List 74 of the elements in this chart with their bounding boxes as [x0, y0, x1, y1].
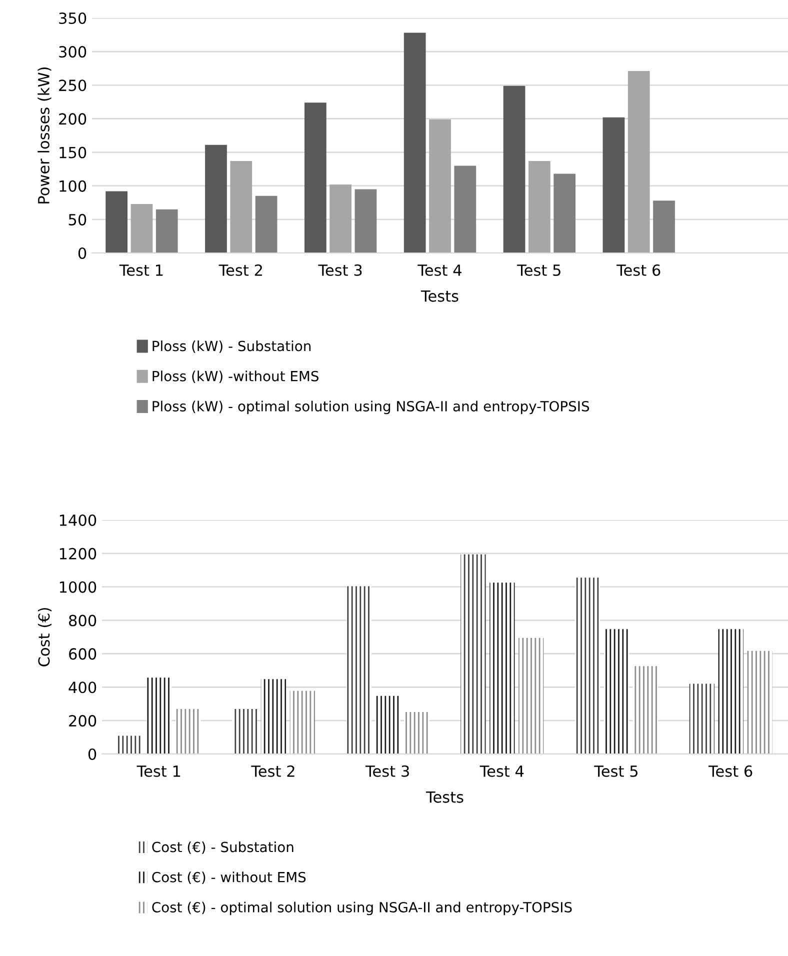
- bar: [604, 629, 630, 754]
- y-tick-label: 150: [60, 146, 86, 158]
- bar: [718, 629, 744, 754]
- y-tick-label: 0: [88, 748, 96, 760]
- y-axis-title: Cost (€): [38, 608, 52, 666]
- bar: [156, 209, 178, 253]
- x-axis-title: Tests: [426, 791, 464, 803]
- bar: [260, 679, 286, 754]
- bar: [460, 554, 486, 754]
- bar: [518, 638, 544, 754]
- bar: [554, 174, 576, 253]
- bar: [528, 161, 550, 253]
- y-tick-label: 50: [68, 214, 86, 226]
- bar: [346, 586, 372, 754]
- y-tick-label: 0: [78, 247, 86, 260]
- bar: [628, 71, 650, 253]
- legend-label: Ploss (kW) - Substation: [152, 340, 311, 353]
- legend-label: Ploss (kW) - optimal solution using NSGA-II and entropy-TOPSIS: [152, 400, 590, 414]
- legend-label: Cost (€) - without EMS: [152, 872, 306, 884]
- bar: [404, 712, 430, 754]
- y-tick-label: 800: [69, 614, 96, 626]
- x-tick-label: Test 6: [708, 765, 752, 777]
- bar: [118, 736, 143, 754]
- bar: [375, 696, 400, 754]
- x-tick-label: Test 4: [480, 766, 524, 777]
- y-tick-label: 350: [59, 12, 86, 24]
- bar: [747, 650, 772, 754]
- bar: [354, 189, 377, 253]
- bar: [574, 578, 600, 754]
- y-tick-label: 600: [69, 648, 96, 660]
- bar: [176, 709, 201, 754]
- y-axis-title: Power losses (kW): [38, 67, 52, 204]
- x-tick-label: Test 1: [119, 264, 163, 276]
- x-tick-label: Test 4: [418, 264, 462, 276]
- x-tick-label: Test 5: [517, 264, 560, 276]
- bar: [330, 184, 352, 253]
- bar: [404, 32, 426, 253]
- x-tick-label: Test 2: [218, 264, 262, 276]
- x-tick-label: Test 3: [365, 765, 409, 777]
- y-tick-label: 1400: [60, 514, 96, 526]
- x-tick-label: Test 3: [318, 264, 362, 276]
- legend-label: Cost (€) - Substation: [152, 842, 294, 854]
- y-tick-label: 1000: [60, 581, 96, 593]
- bar: [304, 102, 326, 253]
- bar: [255, 196, 278, 253]
- bar: [130, 204, 153, 253]
- y-tick-label: 100: [60, 180, 86, 192]
- bar: [106, 191, 128, 253]
- bar: [454, 166, 476, 253]
- bar: [602, 117, 625, 253]
- x-tick-label: Test 2: [251, 765, 294, 777]
- bar: [429, 119, 451, 253]
- bar: [232, 709, 258, 754]
- bar: [632, 666, 658, 754]
- y-tick-label: 200: [59, 113, 86, 125]
- y-tick-label: 200: [69, 715, 96, 727]
- bar: [205, 144, 227, 253]
- legend-label: Ploss (kW) -without EMS: [152, 370, 318, 383]
- bar: [503, 86, 526, 253]
- y-tick-label: 1200: [60, 548, 96, 560]
- bar: [146, 678, 172, 754]
- bar: [290, 690, 316, 754]
- legend-label: Cost (€) - optimal solution using NSGA-II and entropy-TOPSIS: [152, 902, 572, 916]
- bar: [230, 161, 252, 253]
- x-tick-label: Test 6: [616, 264, 660, 276]
- x-tick-label: Test 5: [594, 766, 638, 777]
- y-tick-label: 250: [59, 80, 86, 92]
- y-tick-label: 400: [68, 682, 96, 694]
- bar: [490, 582, 515, 754]
- bar: [653, 200, 675, 253]
- x-tick-label: Test 1: [136, 766, 180, 777]
- x-axis-title: Tests: [420, 290, 458, 302]
- y-tick-label: 300: [59, 46, 86, 58]
- bar: [689, 684, 714, 754]
